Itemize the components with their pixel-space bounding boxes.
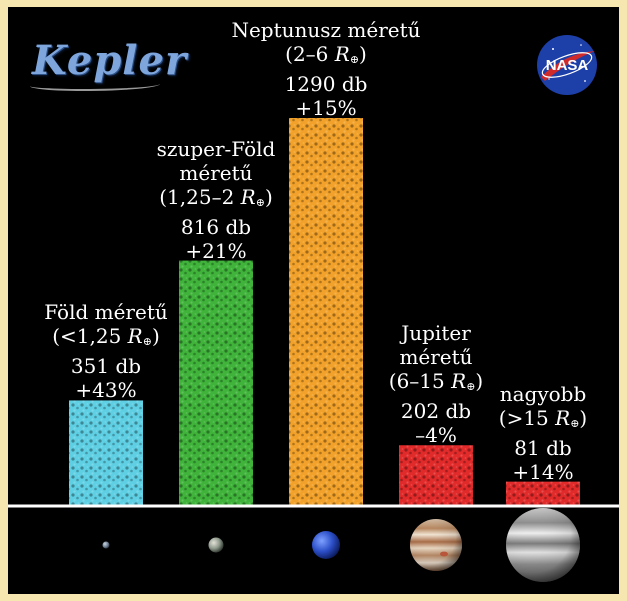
bar-change: +14% bbox=[512, 459, 574, 484]
bar-name-line: méretű bbox=[179, 160, 253, 185]
bar-texture-2 bbox=[289, 118, 363, 506]
bar-range: (1,25–2 R⊕) bbox=[157, 185, 276, 215]
bar-texture-4 bbox=[506, 481, 580, 506]
earth-symbol: ⊕ bbox=[255, 195, 265, 209]
radius-symbol: R bbox=[451, 369, 467, 394]
bar-0 bbox=[69, 400, 143, 506]
kepler-logo: Kepler bbox=[32, 37, 188, 84]
chart-canvas bbox=[8, 118, 619, 582]
bar-range-suffix: ) bbox=[359, 42, 367, 66]
bar-3 bbox=[399, 445, 473, 506]
bar-2 bbox=[289, 118, 363, 506]
bar-name-line: Föld méretű bbox=[44, 300, 168, 325]
bar-count: 1290 db bbox=[284, 72, 368, 96]
radius-symbol: R bbox=[127, 324, 143, 349]
bar-texture-3 bbox=[399, 445, 473, 506]
bar-range-prefix: (6–15 bbox=[388, 369, 452, 394]
bar-label-1: szuper-Föld méretű (1,25–2 R⊕) 816 db +21% bbox=[157, 137, 276, 263]
bar-range: (2–6 R⊕) bbox=[231, 42, 420, 72]
earth-symbol: ⊕ bbox=[349, 53, 360, 66]
bar-range-prefix: (2–6 bbox=[285, 42, 335, 66]
bar-range-prefix: (1,25–2 bbox=[159, 184, 241, 209]
bar-name-line: Neptunusz méretű bbox=[231, 18, 421, 42]
earth-symbol: ⊕ bbox=[466, 380, 476, 394]
bar-change: –4% bbox=[415, 423, 457, 448]
bar-label-4: nagyobb (>15 R⊕) 81 db +14% bbox=[499, 382, 587, 484]
bar-label-2: Neptunusz méretű (2–6 R⊕) 1290 db +15% bbox=[231, 18, 420, 120]
bar-4 bbox=[506, 481, 580, 506]
bar-texture-0 bbox=[69, 400, 143, 506]
bar-name-line: méretű bbox=[399, 345, 473, 370]
bar-range-suffix: ) bbox=[579, 405, 588, 430]
bar-count: 81 db bbox=[514, 435, 572, 460]
earth-symbol: ⊕ bbox=[142, 335, 152, 349]
bar-change: +43% bbox=[75, 378, 137, 403]
bar-range-suffix: ) bbox=[151, 324, 160, 349]
bar-texture-1 bbox=[179, 260, 253, 506]
bar-range-suffix: ) bbox=[475, 369, 484, 394]
bar-range-prefix: (<1,25 bbox=[52, 324, 128, 349]
bar-count: 816 db bbox=[180, 214, 252, 239]
bar-name-line: nagyobb bbox=[499, 381, 587, 406]
bar-range: (6–15 R⊕) bbox=[389, 369, 483, 399]
bar-label-3: Jupiter méretű (6–15 R⊕) 202 db –4% bbox=[389, 321, 483, 447]
chart-frame: Kepler NASA Föld méretű (<1,25 R⊕) 351 db +… bbox=[8, 7, 619, 594]
nasa-logo: NASA bbox=[537, 35, 597, 95]
bar-name-line: szuper-Föld bbox=[156, 136, 276, 161]
gas-giant-icon bbox=[506, 508, 580, 582]
nasa-logo-text: NASA bbox=[546, 57, 589, 74]
kepler-logo-swoosh bbox=[30, 79, 160, 91]
bar-change: +21% bbox=[185, 238, 247, 263]
earth-symbol: ⊕ bbox=[570, 416, 580, 430]
neptune-icon bbox=[312, 531, 340, 559]
superearth-icon bbox=[208, 537, 224, 553]
radius-symbol: R bbox=[240, 184, 256, 209]
bar-change: +15% bbox=[295, 96, 357, 120]
radius-symbol: R bbox=[555, 405, 571, 430]
bar-1 bbox=[179, 260, 253, 506]
bar-count: 202 db bbox=[400, 399, 472, 424]
jupiter-icon bbox=[410, 519, 462, 571]
bar-label-0: Föld méretű (<1,25 R⊕) 351 db +43% bbox=[44, 300, 168, 402]
bar-count: 351 db bbox=[70, 354, 142, 379]
bar-range-prefix: (>15 bbox=[498, 405, 556, 430]
radius-symbol: R bbox=[334, 42, 350, 66]
bar-name-line: Jupiter bbox=[401, 321, 471, 346]
bar-range: (<1,25 R⊕) bbox=[44, 324, 168, 354]
bar-range-suffix: ) bbox=[264, 184, 273, 209]
earth-icon bbox=[102, 541, 110, 549]
bar-range: (>15 R⊕) bbox=[499, 406, 587, 436]
